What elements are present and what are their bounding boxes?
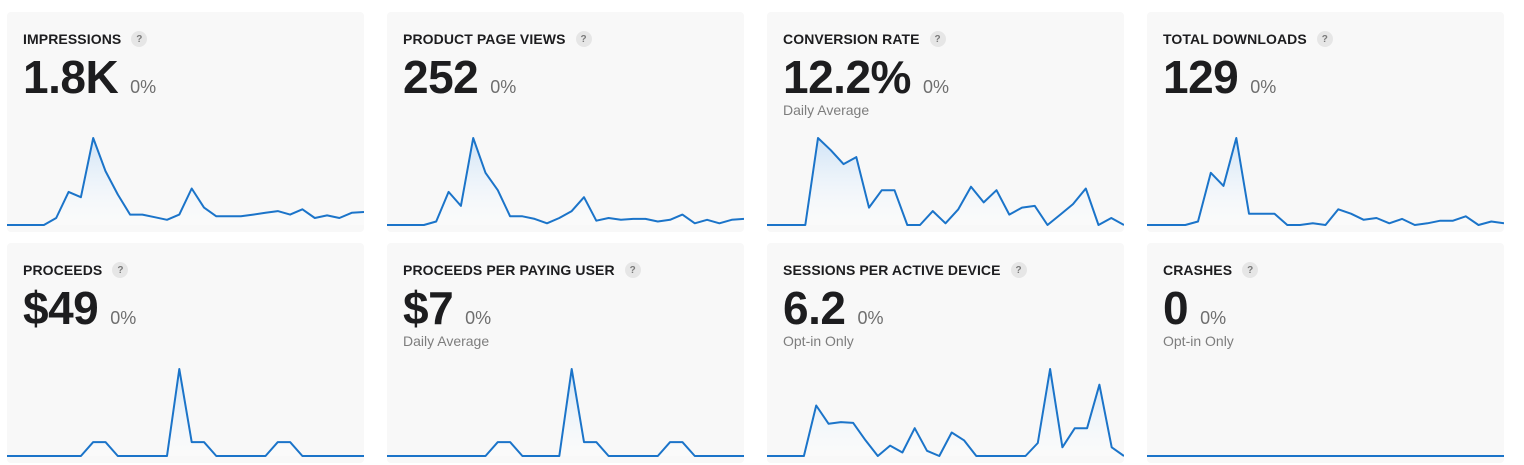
sparkline-area (387, 138, 744, 225)
metric-header: SESSIONS PER ACTIVE DEVICE ? (783, 262, 1027, 278)
metric-title: PROCEEDS (23, 262, 103, 278)
metric-change: 0% (1250, 77, 1277, 97)
metric-value: 6.2 (783, 282, 846, 334)
metric-value-row: 1.8K 0% (23, 54, 156, 100)
metric-value: 252 (403, 51, 479, 103)
sparkline-area (767, 369, 1124, 456)
help-icon[interactable]: ? (624, 262, 641, 278)
help-icon[interactable]: ? (131, 31, 148, 47)
metric-title: SESSIONS PER ACTIVE DEVICE (783, 262, 1001, 278)
metric-value: 129 (1163, 51, 1239, 103)
sparkline-area (1147, 138, 1504, 225)
metric-change: 0% (110, 308, 137, 328)
metric-change: 0% (465, 308, 492, 328)
metric-value-row: $7 0% (403, 285, 491, 331)
sparkline-line (387, 368, 744, 457)
help-icon[interactable]: ? (929, 31, 946, 47)
metric-subtitle: Opt-in Only (783, 333, 854, 349)
sparkline-line (767, 368, 1124, 457)
sparkline-chart (7, 137, 364, 226)
metric-card-product-page-views[interactable]: PRODUCT PAGE VIEWS ? 252 0% (387, 12, 744, 232)
metric-title: TOTAL DOWNLOADS (1163, 31, 1307, 47)
sparkline-line (7, 368, 364, 457)
metric-header: PROCEEDS PER PAYING USER ? (403, 262, 641, 278)
sparkline-chart (7, 368, 364, 457)
metric-value-row: 129 0% (1163, 54, 1276, 100)
metric-title: PROCEEDS PER PAYING USER (403, 262, 615, 278)
metric-title: IMPRESSIONS (23, 31, 122, 47)
metric-card-sessions-per-active-device[interactable]: SESSIONS PER ACTIVE DEVICE ? 6.2 0% Opt-… (767, 243, 1124, 463)
sparkline-line (1147, 137, 1504, 226)
metric-value-row: 6.2 0% (783, 285, 883, 331)
metric-card-proceeds[interactable]: PROCEEDS ? $49 0% (7, 243, 364, 463)
sparkline-line (387, 137, 744, 226)
metric-value-row: $49 0% (23, 285, 136, 331)
metric-card-conversion-rate[interactable]: CONVERSION RATE ? 12.2% 0% Daily Average (767, 12, 1124, 232)
help-icon[interactable]: ? (112, 262, 129, 278)
metric-header: IMPRESSIONS ? (23, 31, 148, 47)
metric-value: $7 (403, 282, 454, 334)
metric-value: 12.2% (783, 51, 911, 103)
metric-change: 0% (490, 77, 517, 97)
metric-value: $49 (23, 282, 99, 334)
metric-header: CONVERSION RATE ? (783, 31, 946, 47)
help-icon[interactable]: ? (575, 31, 592, 47)
metric-change: 0% (130, 77, 157, 97)
metric-title: CRASHES (1163, 262, 1233, 278)
sparkline-chart (767, 137, 1124, 226)
metric-header: PROCEEDS ? (23, 262, 129, 278)
metric-title: PRODUCT PAGE VIEWS (403, 31, 566, 47)
metric-subtitle: Daily Average (783, 102, 870, 118)
metric-card-crashes[interactable]: CRASHES ? 0 0% Opt-in Only (1147, 243, 1504, 463)
sparkline-chart (767, 368, 1124, 457)
metric-title: CONVERSION RATE (783, 31, 920, 47)
metric-card-impressions[interactable]: IMPRESSIONS ? 1.8K 0% (7, 12, 364, 232)
metric-card-proceeds-per-paying-user[interactable]: PROCEEDS PER PAYING USER ? $7 0% Daily A… (387, 243, 744, 463)
sparkline-chart (1147, 455, 1504, 457)
sparkline-chart (1147, 137, 1504, 226)
metric-value-row: 12.2% 0% (783, 54, 949, 100)
sparkline-line (767, 137, 1124, 226)
help-icon[interactable]: ? (1242, 262, 1259, 278)
metric-value-row: 252 0% (403, 54, 516, 100)
metric-subtitle: Opt-in Only (1163, 333, 1234, 349)
help-icon[interactable]: ? (1010, 262, 1027, 278)
metric-change: 0% (922, 77, 949, 97)
metric-change: 0% (1200, 308, 1227, 328)
help-icon[interactable]: ? (1316, 31, 1333, 47)
sparkline-chart (387, 368, 744, 457)
metric-header: PRODUCT PAGE VIEWS ? (403, 31, 592, 47)
metric-header: TOTAL DOWNLOADS ? (1163, 31, 1333, 47)
sparkline-chart (387, 137, 744, 226)
sparkline-area (7, 138, 364, 225)
metric-change: 0% (857, 308, 884, 328)
metric-card-total-downloads[interactable]: TOTAL DOWNLOADS ? 129 0% (1147, 12, 1504, 232)
metric-value-row: 0 0% (1163, 285, 1226, 331)
metric-value: 0 (1163, 282, 1189, 334)
metric-header: CRASHES ? (1163, 262, 1259, 278)
metric-value: 1.8K (23, 51, 119, 103)
sparkline-line (7, 137, 364, 226)
sparkline-area (767, 138, 1124, 225)
sparkline-area (7, 369, 364, 456)
metric-subtitle: Daily Average (403, 333, 490, 349)
